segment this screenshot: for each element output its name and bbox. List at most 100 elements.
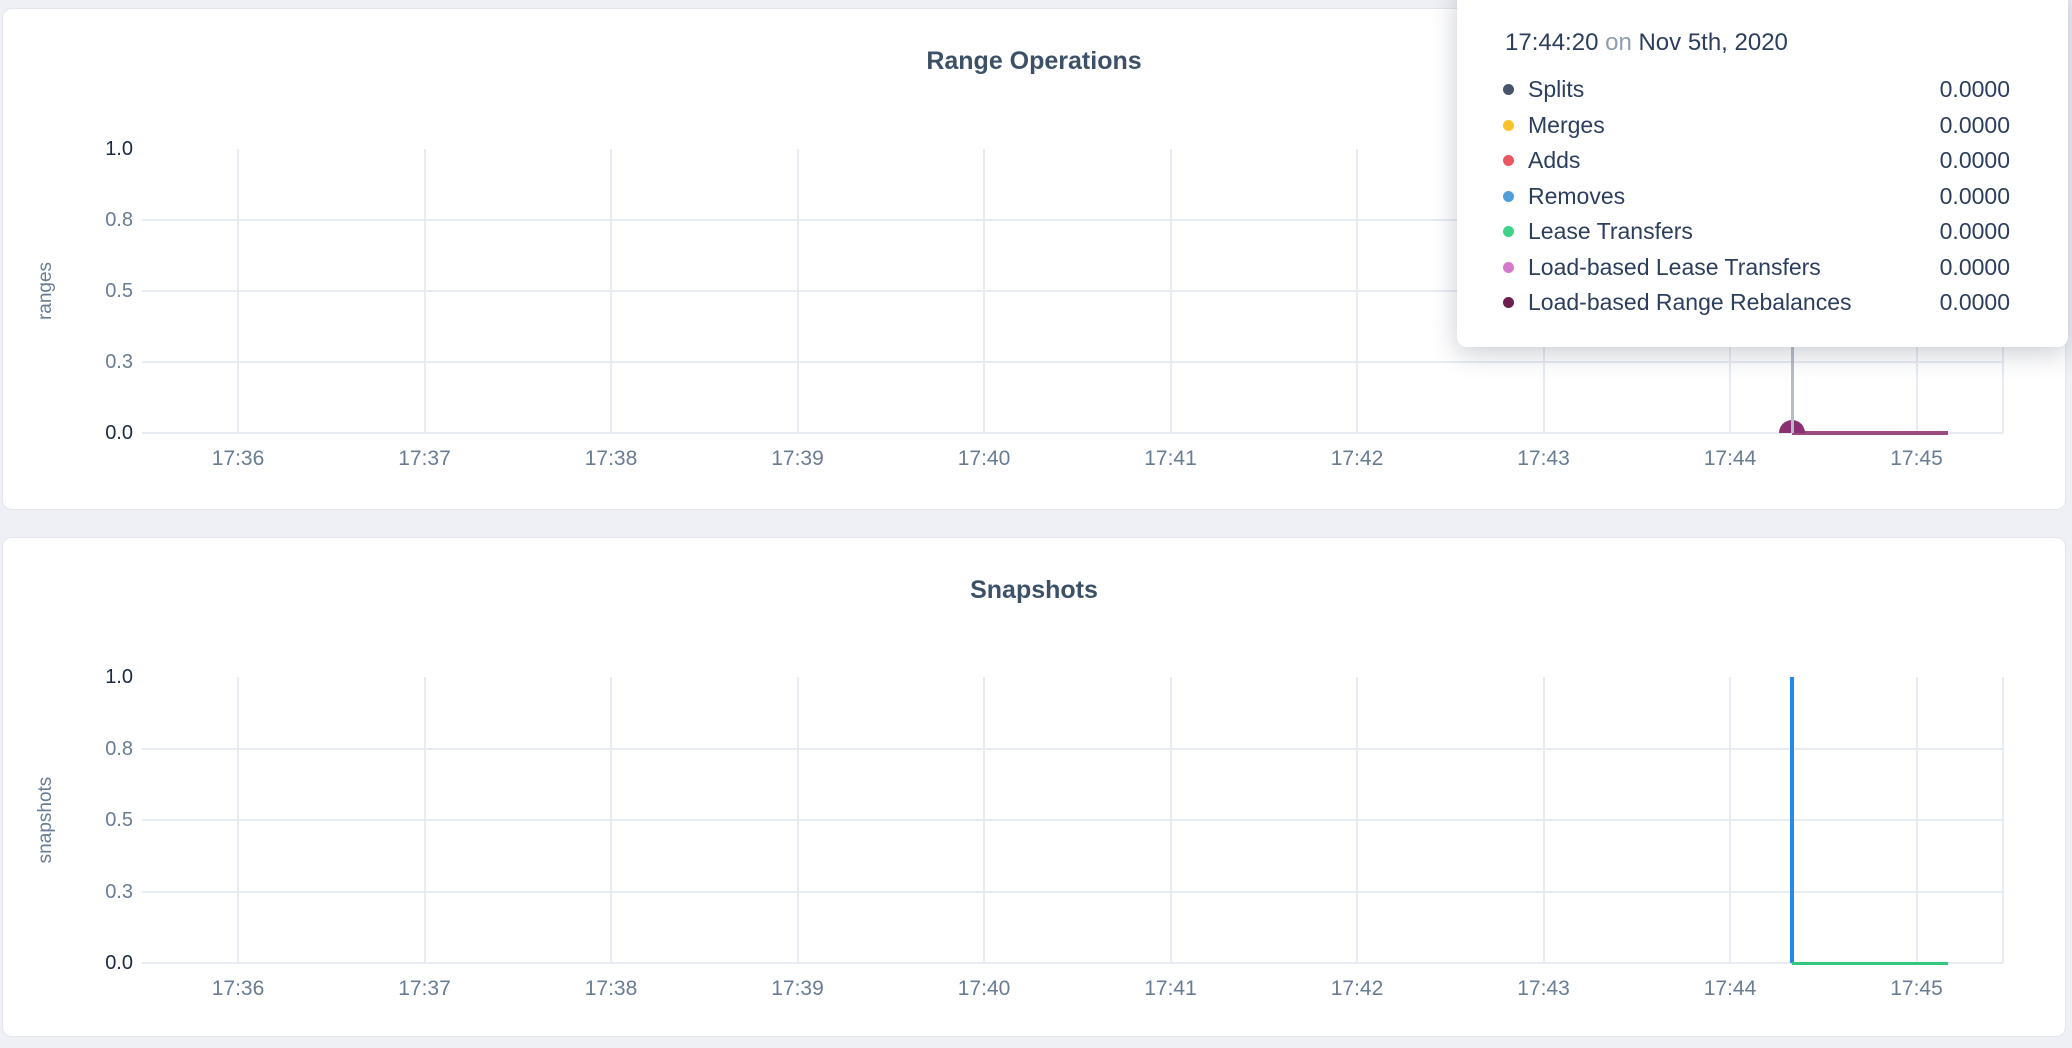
- series-value: 0.0000: [1939, 289, 2010, 316]
- snapshots-chart-card: Snapshots: [2, 537, 2066, 1037]
- series-color-dot: [1503, 190, 1514, 202]
- tooltip-timestamp: 17:44:20 on Nov 5th, 2020: [1505, 29, 1788, 57]
- gridline-horizontal: [142, 361, 2003, 363]
- tooltip-series-row: Adds 0.0000: [1503, 143, 2010, 179]
- gridline-horizontal: [142, 290, 2003, 292]
- y-tick-label: 0.3: [105, 351, 133, 373]
- x-tick-label: 17:43: [1517, 977, 1570, 1000]
- gridline-vertical: [1542, 677, 1545, 963]
- gridline-horizontal: [142, 747, 2003, 750]
- gridline-vertical: [796, 149, 799, 433]
- tooltip-series-row: Lease Transfers 0.0000: [1503, 214, 2010, 250]
- gridline-vertical: [237, 677, 239, 963]
- series-color-dot: [1503, 226, 1514, 238]
- y-tick-label: 0.5: [105, 280, 133, 302]
- tooltip-series-row: Load-based Lease Transfers 0.0000: [1503, 250, 2010, 286]
- gridline-vertical: [423, 149, 426, 433]
- series-color-dot: [1503, 155, 1514, 167]
- x-tick-label: 17:39: [771, 447, 824, 470]
- y-tick-label: 0.8: [105, 737, 133, 760]
- gridline-vertical: [2002, 677, 2004, 963]
- series-value: 0.0000: [1939, 147, 2010, 174]
- gridline-vertical: [610, 149, 612, 433]
- gridline-vertical: [1169, 149, 1172, 433]
- series-line: [1792, 961, 1948, 965]
- x-tick-label: 17:45: [1890, 447, 1943, 470]
- y-tick-label: 1.0: [105, 138, 133, 160]
- gridline-horizontal: [142, 219, 2003, 221]
- gridline-vertical: [983, 677, 985, 963]
- chart-title-snapshots: Snapshots: [970, 576, 1098, 604]
- x-tick-label: 17:42: [1330, 977, 1384, 1000]
- series-color-dot: [1503, 84, 1514, 96]
- x-tick-label: 17:36: [211, 977, 265, 1000]
- series-line: [1792, 431, 1948, 435]
- series-name-label: Removes: [1528, 182, 1626, 209]
- x-tick-label: 17:37: [398, 977, 451, 1000]
- x-tick-label: 17:42: [1330, 447, 1384, 470]
- x-tick-label: 17:43: [1517, 447, 1570, 470]
- series-value: 0.0000: [1939, 76, 2010, 103]
- x-tick-label: 17:36: [211, 447, 265, 470]
- chart-hover-tooltip: 17:44:20 on Nov 5th, 2020 Splits 0.0000 Me…: [1457, 0, 2068, 347]
- x-tick-label: 17:45: [1890, 977, 1943, 1000]
- gridline-vertical: [610, 677, 612, 963]
- tooltip-connector: on: [1605, 29, 1632, 56]
- x-tick-label: 17:41: [1144, 447, 1197, 470]
- x-tick-label: 17:44: [1703, 977, 1757, 1000]
- series-line-vertical: [1790, 677, 1795, 963]
- series-name-label: Adds: [1528, 147, 1581, 174]
- gridline-vertical: [1356, 677, 1358, 963]
- series-name-label: Lease Transfers: [1528, 218, 1693, 245]
- gridline-vertical: [423, 677, 426, 963]
- x-tick-label: 17:39: [771, 977, 824, 1000]
- tooltip-series-row: Load-based Range Rebalances 0.0000: [1503, 285, 2010, 321]
- y-axis-title: snapshots: [35, 776, 56, 864]
- gridline-horizontal: [142, 819, 2003, 821]
- series-name-label: Load-based Range Rebalances: [1528, 289, 1852, 316]
- gridline-vertical: [237, 149, 239, 433]
- x-tick-label: 17:41: [1144, 977, 1197, 1000]
- tooltip-series-list: Splits 0.0000 Merges 0.0000 Adds 0.0000 Remove…: [1503, 72, 2010, 321]
- gridline-vertical: [796, 677, 799, 963]
- x-tick-label: 17:40: [957, 447, 1011, 470]
- series-value: 0.0000: [1939, 111, 2010, 138]
- tooltip-series-row: Merges 0.0000: [1503, 108, 2010, 144]
- x-tick-label: 17:37: [398, 447, 451, 470]
- x-tick-label: 17:38: [584, 977, 638, 1000]
- y-tick-label: 0.8: [105, 209, 133, 231]
- chart-title-range-operations: Range Operations: [926, 47, 1142, 75]
- x-tick-label: 17:44: [1703, 447, 1757, 470]
- gridline-vertical: [1729, 677, 1731, 963]
- y-tick-label: 0.0: [105, 952, 133, 974]
- series-color-dot: [1503, 297, 1514, 309]
- tooltip-series-row: Removes 0.0000: [1503, 179, 2010, 215]
- tooltip-series-row: Splits 0.0000: [1503, 72, 2010, 108]
- y-tick-label: 1.0: [105, 666, 133, 688]
- series-name-label: Load-based Lease Transfers: [1528, 253, 1821, 280]
- series-name-label: Splits: [1528, 76, 1585, 103]
- gridline-horizontal: [142, 890, 2003, 893]
- gridline-horizontal: [142, 432, 2003, 434]
- x-tick-label: 17:40: [957, 977, 1011, 1000]
- tooltip-time: 17:44:20: [1505, 29, 1599, 56]
- x-tick-label: 17:38: [584, 447, 638, 470]
- y-tick-label: 0.3: [105, 880, 133, 903]
- series-name-label: Merges: [1528, 111, 1605, 138]
- series-value: 0.0000: [1939, 182, 2010, 209]
- tooltip-date: Nov 5th, 2020: [1638, 29, 1788, 56]
- series-color-dot: [1503, 119, 1514, 131]
- gridline-vertical: [1356, 149, 1358, 433]
- y-tick-label: 0.5: [105, 809, 133, 831]
- gridline-horizontal: [142, 962, 2003, 964]
- gridline-vertical: [983, 149, 985, 433]
- series-value: 0.0000: [1939, 218, 2010, 245]
- gridline-vertical: [1169, 677, 1172, 963]
- series-value: 0.0000: [1939, 253, 2010, 280]
- series-color-dot: [1503, 261, 1514, 273]
- gridline-vertical: [1915, 677, 1918, 963]
- y-tick-label: 0.0: [105, 422, 133, 444]
